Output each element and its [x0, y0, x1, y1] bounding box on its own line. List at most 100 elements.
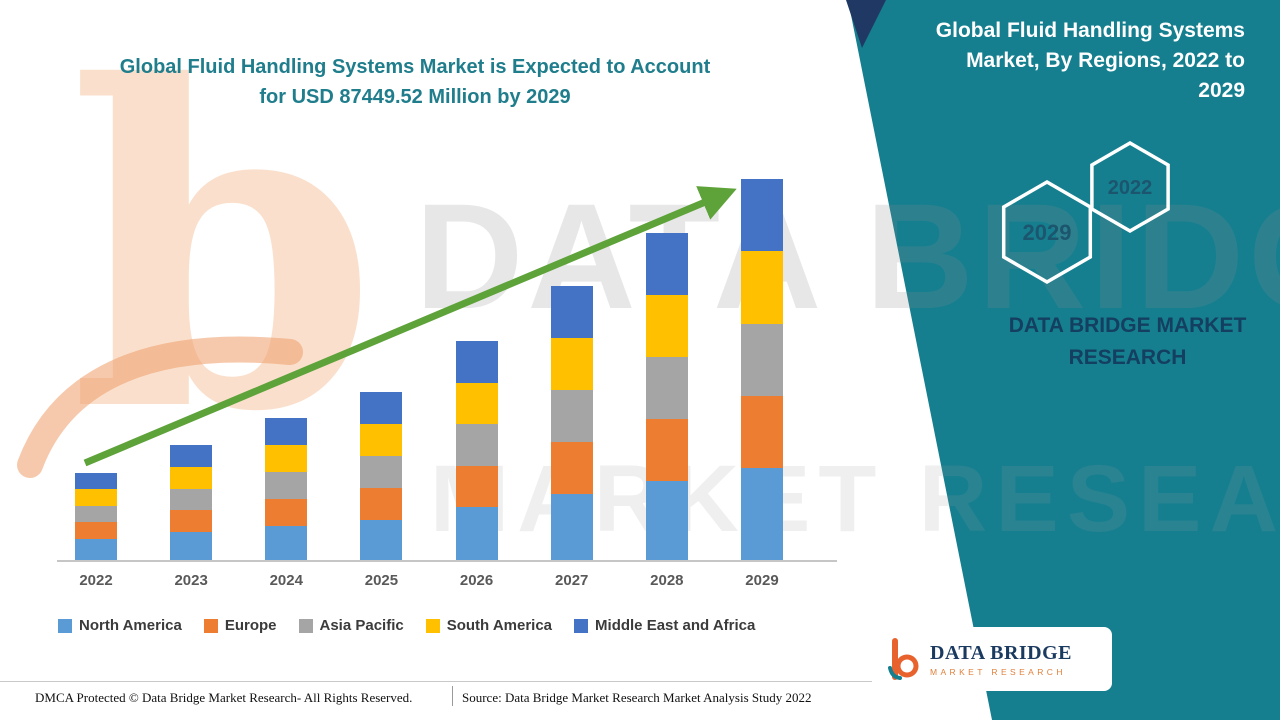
- x-axis-label: 2026: [459, 572, 494, 589]
- bar-segment-asia-pacific: [550, 389, 593, 442]
- bar-segment-south-america: [645, 294, 688, 358]
- page-title: Global Fluid Handling Systems Market is …: [55, 52, 775, 112]
- bar-segment-south-america: [550, 337, 593, 390]
- legend-swatch: [203, 618, 218, 633]
- bar-column-2029: 2029: [740, 179, 783, 589]
- bar-segment-south-america: [170, 466, 213, 489]
- page-title-line1: Global Fluid Handling Systems Market is …: [119, 56, 711, 78]
- bar-segment-south-america: [265, 444, 308, 472]
- page-title-line2: for USD 87449.52 Million by 2029: [259, 86, 571, 108]
- x-axis-label: 2022: [79, 572, 113, 589]
- bar-segment-middle-east-and-africa: [360, 391, 403, 424]
- hexagon-2022-label: 2022: [1108, 177, 1153, 199]
- bar-segment-europe: [455, 465, 498, 508]
- legend-swatch: [298, 618, 313, 633]
- logo-subtitle: MARKET RESEARCH: [930, 666, 1066, 677]
- logo-name: DATA BRIDGE: [930, 641, 1073, 664]
- hexagon-2029-label: 2029: [1023, 220, 1072, 245]
- bar-segment-middle-east-and-africa: [75, 472, 117, 490]
- bar-column-2024: 2024: [265, 417, 308, 589]
- bar-segment-south-america: [75, 489, 117, 506]
- bar-segment-asia-pacific: [75, 505, 117, 523]
- legend-item-asia-pacific: Asia Pacific: [298, 617, 404, 634]
- bar-stack: [265, 417, 308, 560]
- x-axis-label: 2029: [745, 572, 779, 589]
- side-brand-text: DATA BRIDGE MARKET RESEARCH: [1000, 310, 1255, 374]
- legend-label: Middle East and Africa: [595, 617, 756, 634]
- bar-column-2022: 2022: [75, 472, 117, 589]
- side-panel-title: Global Fluid Handling Systems Market, By…: [935, 19, 1245, 102]
- chart-legend: North America Europe Asia Pacific South Ame…: [58, 617, 755, 634]
- stacked-bar-chart: 2022 2023 2024 2025 2026 2027 2028 2029: [57, 168, 837, 589]
- bar-segment-north-america: [740, 468, 783, 560]
- bar-segment-north-america: [170, 532, 213, 560]
- bar-segment-north-america: [360, 519, 403, 560]
- x-axis-label: 2027: [555, 572, 589, 589]
- legend-item-south-america: South America: [425, 617, 553, 634]
- x-axis-label: 2028: [650, 572, 684, 589]
- bar-segment-south-america: [455, 382, 498, 425]
- bar-segment-asia-pacific: [170, 488, 213, 511]
- bar-segment-europe: [170, 510, 213, 533]
- bar-stack: [75, 472, 117, 560]
- hexagon-2022: [1090, 140, 1170, 234]
- x-axis-label: 2023: [174, 572, 208, 589]
- bar-segment-north-america: [265, 525, 308, 560]
- hexagon-2029: [1001, 179, 1093, 285]
- bar-segment-asia-pacific: [740, 323, 783, 397]
- side-brand-line2: RESEARCH: [1068, 346, 1187, 369]
- bar-segment-middle-east-and-africa: [265, 417, 308, 445]
- bar-segment-middle-east-and-africa: [740, 179, 783, 252]
- bar-segment-europe: [550, 441, 593, 494]
- bar-segment-asia-pacific: [360, 455, 403, 488]
- bar-segment-asia-pacific: [455, 424, 498, 466]
- legend-swatch: [58, 618, 72, 633]
- bar-stack: [455, 340, 498, 560]
- bar-stack: [645, 232, 688, 560]
- legend-swatch: [425, 618, 440, 633]
- legend-label: South America: [446, 617, 553, 634]
- source-note: Source: Data Bridge Market Research Mark…: [462, 690, 812, 705]
- legend-item-north-america: North America: [58, 617, 182, 634]
- x-axis-label: 2024: [269, 572, 303, 589]
- bar-columns: 2022 2023 2024 2025 2026 2027 2028 2029: [57, 168, 801, 589]
- bar-segment-middle-east-and-africa: [455, 340, 498, 383]
- legend-item-middle-east-and-africa: Middle East and Africa: [574, 617, 755, 634]
- bar-segment-europe: [360, 487, 403, 520]
- bar-segment-europe: [265, 498, 308, 526]
- legend-label: Europe: [224, 617, 277, 634]
- bar-segment-europe: [645, 419, 688, 482]
- side-brand-line1: DATA BRIDGE MARKET: [1008, 314, 1247, 337]
- bar-stack: [360, 391, 403, 560]
- x-axis-label: 2025: [364, 572, 399, 589]
- bar-segment-south-america: [360, 423, 403, 456]
- legend-label: North America: [79, 617, 182, 634]
- bar-segment-north-america: [75, 538, 117, 560]
- bar-segment-europe: [740, 396, 783, 469]
- legend-swatch: [574, 618, 589, 633]
- bar-segment-north-america: [645, 481, 688, 560]
- bar-column-2023: 2023: [170, 445, 213, 589]
- bar-stack: [740, 179, 783, 560]
- bar-stack: [170, 445, 213, 560]
- bar-column-2027: 2027: [550, 285, 593, 589]
- bar-column-2028: 2028: [645, 232, 688, 589]
- bar-segment-middle-east-and-africa: [170, 445, 213, 467]
- bar-segment-middle-east-and-africa: [550, 285, 593, 338]
- bar-column-2025: 2025: [360, 391, 403, 589]
- legend-item-europe: Europe: [203, 617, 277, 634]
- footer-divider: [452, 686, 453, 706]
- bar-segment-north-america: [455, 507, 498, 560]
- databridge-logo-card: DATA BRIDGE MARKET RESEARCH: [872, 627, 1112, 691]
- databridge-logo-text: DATA BRIDGE MARKET RESEARCH: [930, 642, 1072, 677]
- bar-column-2026: 2026: [455, 340, 498, 589]
- legend-label: Asia Pacific: [319, 617, 404, 634]
- bar-segment-middle-east-and-africa: [645, 232, 688, 295]
- bar-segment-europe: [75, 522, 117, 539]
- footer-rule: [0, 681, 965, 682]
- bar-segment-north-america: [550, 493, 593, 560]
- dmca-notice: DMCA Protected © Data Bridge Market Rese…: [35, 690, 413, 705]
- bar-stack: [550, 285, 593, 560]
- bar-segment-south-america: [740, 251, 783, 324]
